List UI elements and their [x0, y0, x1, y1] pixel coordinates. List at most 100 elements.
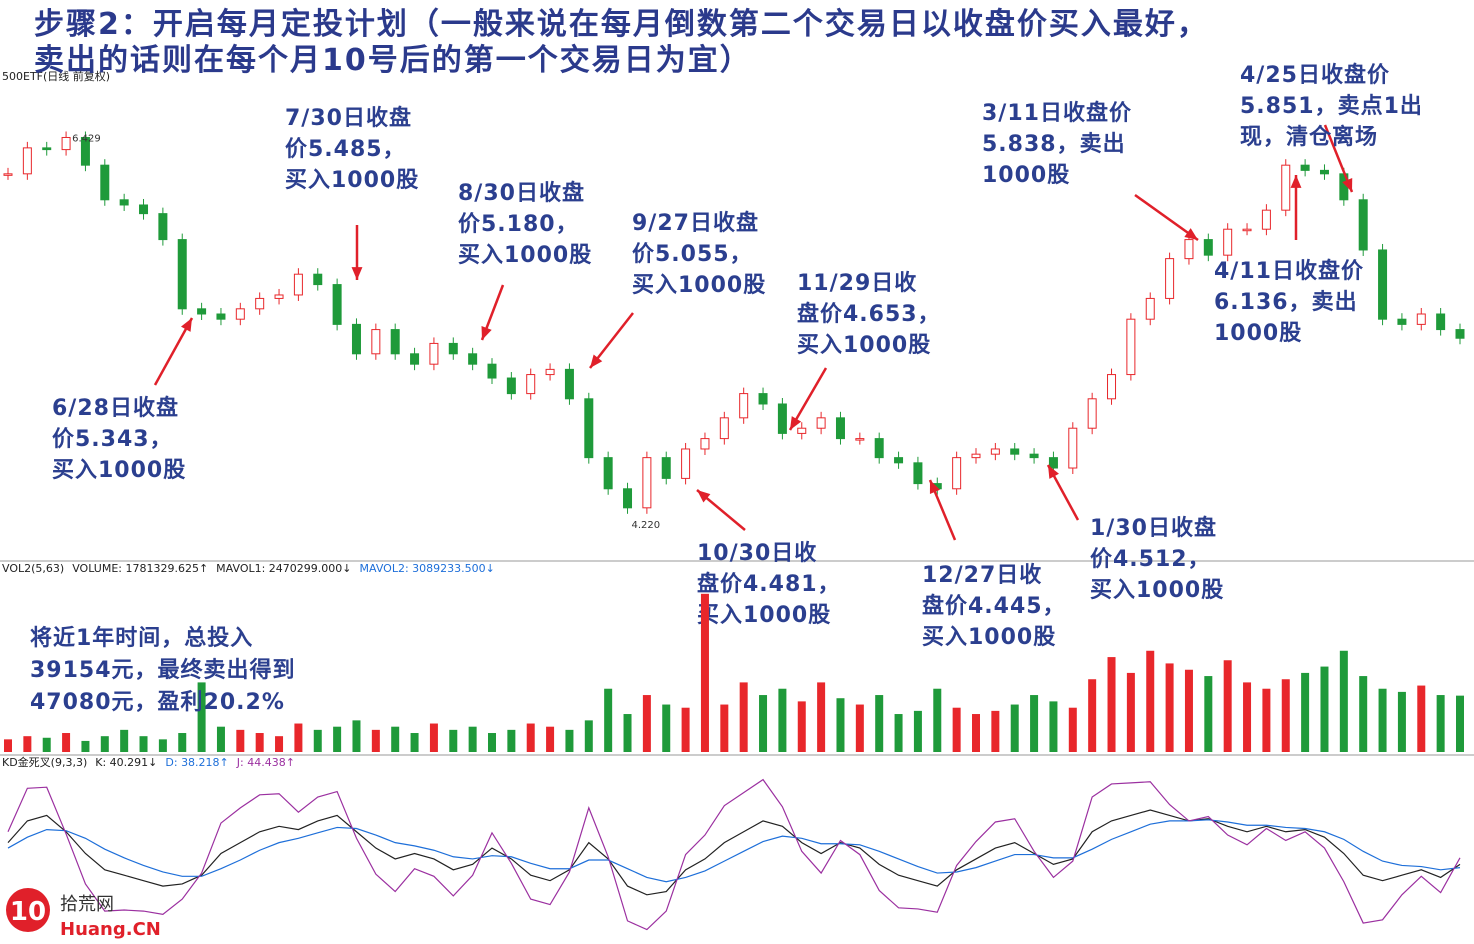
indicator-header: J: 44.438↑ [236, 756, 295, 769]
volume-bar [1243, 682, 1252, 752]
annotation: 价5.180， [458, 212, 579, 237]
candle-body [22, 147, 32, 175]
indicator-header: KD金死叉(9,3,3) [2, 755, 87, 769]
volume-bar [100, 736, 109, 752]
volume-bar [546, 726, 555, 752]
volume-bar [1262, 688, 1271, 752]
candle-body [274, 294, 284, 299]
candle-body [1087, 398, 1097, 429]
candle-body [1145, 297, 1155, 320]
annotation: 价5.485， [285, 137, 406, 162]
candle-body [1126, 318, 1136, 376]
candle-body [1436, 313, 1446, 331]
candle-body [1184, 239, 1194, 260]
annotation: 价5.055， [632, 242, 753, 267]
candle-body [429, 342, 439, 365]
candle-body [351, 323, 361, 355]
candle-body [1397, 318, 1407, 325]
volume-bar [391, 726, 400, 752]
volume-bar [778, 688, 787, 752]
volume-bar [333, 726, 342, 752]
candle-body [1281, 164, 1291, 211]
callout-arrow-head [1290, 175, 1302, 188]
candle-body [100, 164, 110, 201]
summary-text: 47080元，盈利20.2% [30, 690, 285, 715]
volume-bar [139, 736, 148, 752]
candle-body [526, 374, 536, 395]
annotation: 6.136，卖出 [1214, 289, 1358, 315]
annotation: 盘价4.481， [697, 571, 841, 597]
volume-bar [371, 729, 380, 752]
volume-bar [681, 707, 690, 752]
annotation: 1/30日收盘 [1090, 515, 1217, 541]
annotation: 3/11日收盘价 [982, 100, 1132, 126]
volume-bar [216, 726, 225, 752]
candle-body [1029, 453, 1039, 459]
candle-body [874, 438, 884, 459]
volume-bar [1146, 650, 1155, 752]
volume-bar [1359, 676, 1368, 752]
callout-arrow-head [929, 480, 940, 494]
candle-body [661, 457, 671, 479]
annotation: 买入1000股 [458, 243, 592, 268]
volume-bar [1184, 669, 1193, 752]
candle-body [1203, 239, 1213, 256]
volume-bar [700, 593, 709, 752]
volume-bar [720, 704, 729, 752]
candle-body [681, 448, 691, 479]
candle-body [1048, 457, 1058, 469]
annotation: 买入1000股 [1090, 578, 1224, 603]
volume-bar [584, 720, 593, 752]
candle-body [313, 273, 323, 286]
annotation: 买入1000股 [52, 458, 186, 483]
annotation: 价4.512， [1090, 547, 1211, 572]
volume-bar [1223, 660, 1232, 752]
candle-body [293, 273, 303, 296]
volume-bar [623, 714, 632, 752]
candle-body [1261, 209, 1271, 230]
max-marker: 6.429 [72, 134, 101, 145]
page-title: 步骤2：开启每月定投计划（一般来说在每月倒数第二个交易日以收盘价买入最好， [34, 7, 1209, 42]
candle-body [971, 453, 981, 459]
candle-body [332, 284, 342, 325]
volume-bar [604, 688, 613, 752]
candle-body [1010, 448, 1020, 455]
candle-body [119, 199, 129, 206]
indicator-header: K: 40.291↓ [95, 756, 157, 769]
candle-body [255, 297, 265, 310]
volume-bar [294, 723, 303, 752]
volume-bar [972, 714, 980, 752]
volume-bar [1165, 663, 1174, 752]
kd-line [7, 809, 1461, 896]
volume-bar [468, 726, 477, 752]
volume-bar [507, 729, 516, 752]
summary-text: 将近1年时间，总投入 [30, 625, 253, 651]
candle-body [390, 329, 400, 355]
indicator-header: VOLUME: 1781329.625↑ [72, 562, 208, 575]
volume-bar [178, 733, 187, 752]
candle-body [1242, 228, 1252, 232]
callout-arrow-head [590, 354, 603, 368]
candle-body [410, 353, 420, 365]
candle-body [139, 204, 149, 215]
candle-body [777, 403, 787, 434]
annotation: 5.851，卖点1出 [1240, 93, 1423, 119]
volume-bar [1320, 666, 1329, 752]
candle-body [564, 368, 574, 400]
candle-body [3, 173, 13, 176]
volume-bar [1030, 695, 1039, 752]
volume-bar [158, 739, 167, 752]
volume-bar [488, 733, 496, 752]
logo-domain: Huang.CN [60, 919, 161, 940]
volume-bar [1339, 650, 1348, 752]
volume-bar [352, 720, 361, 752]
annotation: 9/27日收盘 [632, 210, 759, 236]
volume-bar [1107, 657, 1116, 752]
candle-body [739, 393, 749, 419]
volume-bar [236, 729, 245, 752]
candle-body [952, 457, 962, 490]
volume-bar [1049, 701, 1058, 752]
candle-body [158, 213, 168, 241]
annotation: 10/30日收 [697, 540, 817, 566]
